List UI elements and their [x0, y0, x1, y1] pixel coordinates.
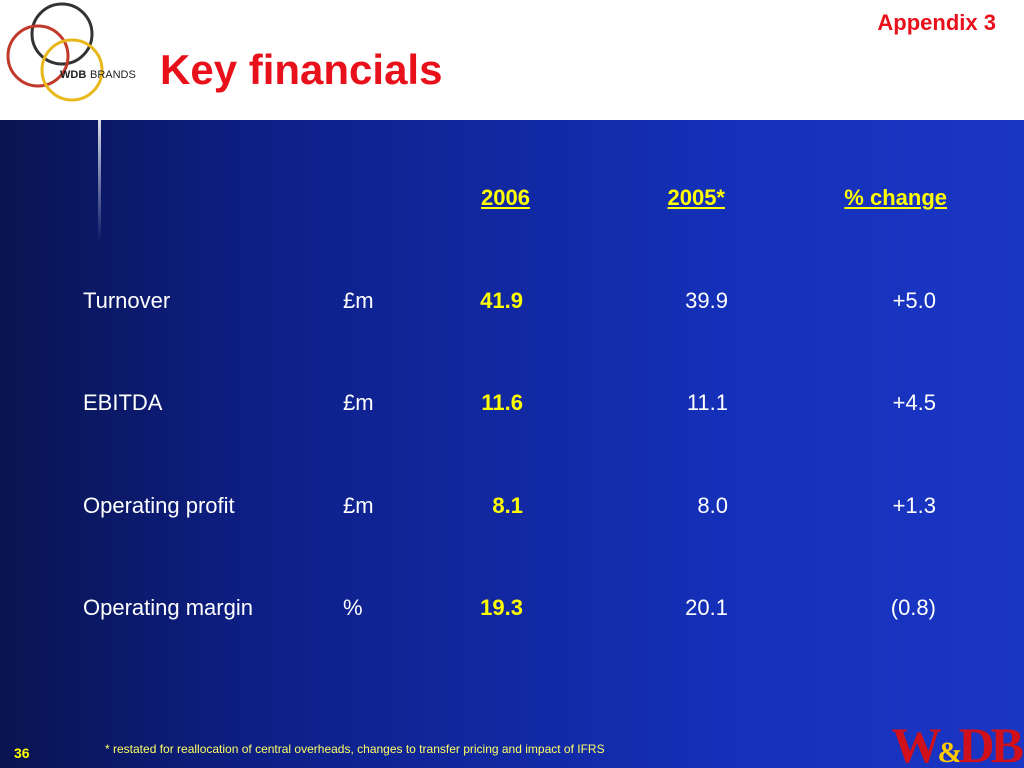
unit: £m — [343, 288, 374, 313]
appendix-label: Appendix 3 — [877, 10, 996, 35]
logo-brands: BRANDS — [90, 69, 136, 81]
brand-mark: W&DB — [891, 716, 1024, 768]
value-2006: 19.3 — [480, 595, 523, 620]
footnote: * restated for reallocation of central o… — [105, 742, 605, 756]
value-2005: 39.9 — [685, 288, 728, 313]
column-header: 2005* — [667, 185, 725, 210]
unit: £m — [343, 493, 374, 518]
row-label: Operating profit — [83, 493, 235, 518]
brand-db: DB — [958, 717, 1024, 768]
row-label: EBITDA — [83, 390, 163, 415]
background-band — [0, 120, 1024, 768]
unit: £m — [343, 390, 374, 415]
value-change: +5.0 — [892, 288, 936, 313]
row-label: Turnover — [83, 288, 171, 313]
brand-amp: & — [937, 736, 963, 768]
value-2005: 11.1 — [686, 390, 728, 415]
page-number: 36 — [14, 745, 30, 761]
row-label: Operating margin — [83, 595, 253, 620]
value-2005: 20.1 — [685, 595, 728, 620]
value-2005: 8.0 — [697, 493, 728, 518]
column-header: % change — [844, 185, 947, 210]
value-change: +1.3 — [892, 493, 936, 518]
value-2006: 8.1 — [492, 493, 523, 518]
unit: % — [343, 595, 363, 620]
value-2006: 11.6 — [481, 390, 523, 415]
value-change: +4.5 — [892, 390, 936, 415]
logo: WDB BRANDS — [6, 2, 136, 102]
brand-w: W — [891, 717, 942, 768]
column-header: 2006 — [481, 185, 530, 210]
accent-line — [98, 100, 101, 240]
value-2006: 41.9 — [480, 288, 523, 313]
value-change: (0.8) — [890, 595, 936, 620]
logo-wdb: WDB — [60, 69, 86, 81]
title: Key financials — [160, 46, 443, 93]
